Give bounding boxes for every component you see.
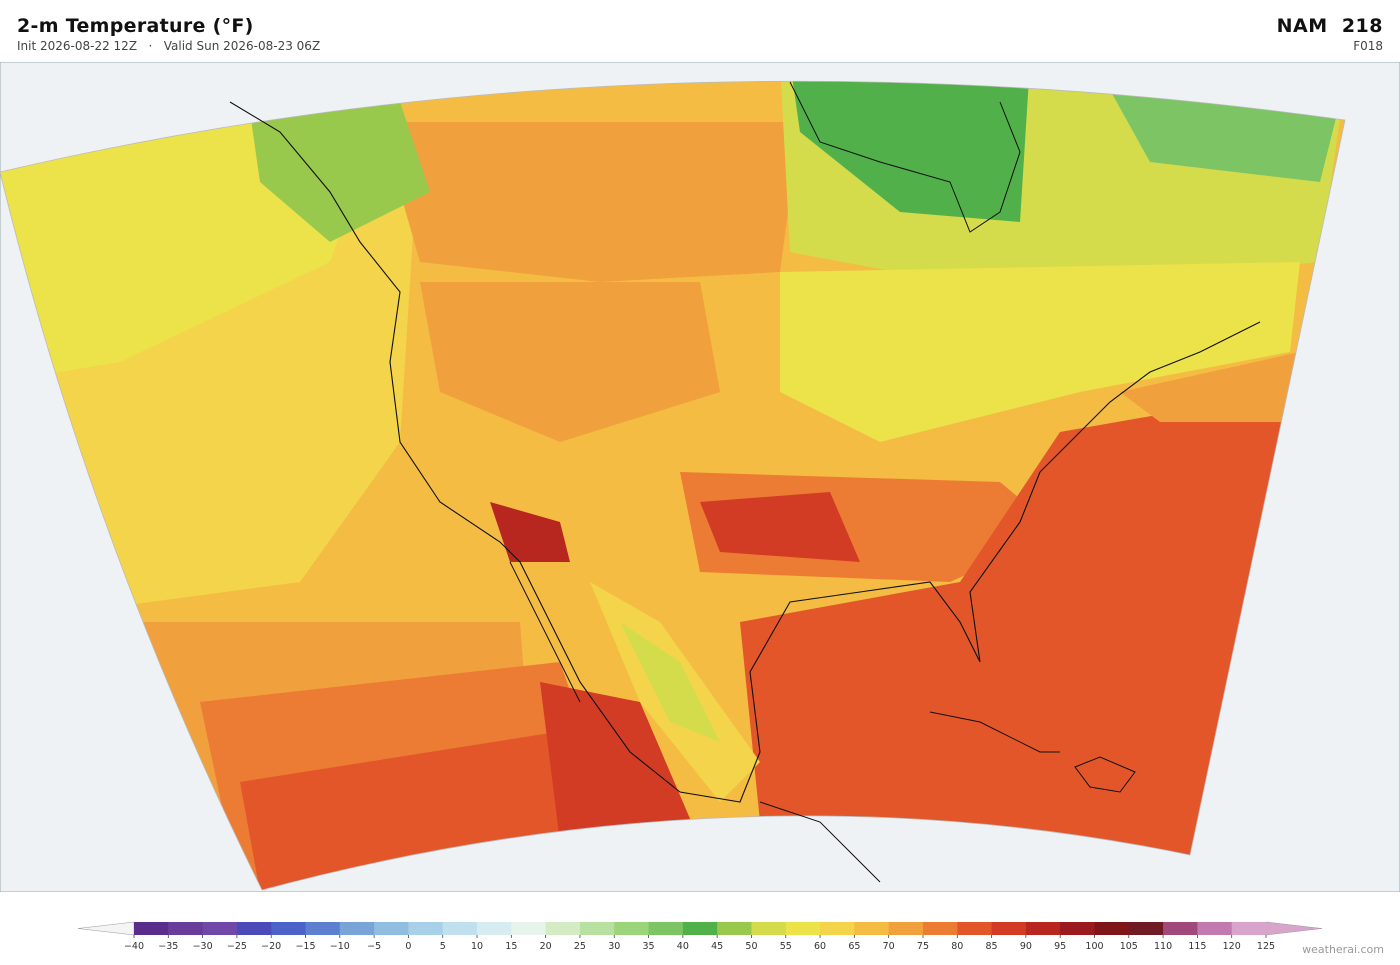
colorbar-tick-label: 40 bbox=[677, 941, 689, 952]
credit: weatherai.com bbox=[1302, 943, 1384, 956]
colorbar-bin bbox=[717, 922, 752, 935]
colorbar-bin bbox=[648, 922, 684, 935]
subtitle: Init 2026-08-22 12Z · Valid Sun 2026-08-… bbox=[17, 39, 321, 53]
colorbar-bin bbox=[442, 922, 478, 935]
map bbox=[0, 62, 1400, 892]
colorbar-tick-label: 115 bbox=[1188, 941, 1206, 952]
colorbar-tick-label: 90 bbox=[1020, 941, 1032, 952]
colorbar-tick-label: 60 bbox=[814, 941, 826, 952]
colorbar-bin bbox=[477, 922, 512, 935]
colorbar-bin bbox=[202, 922, 238, 935]
colorbar-tick-label: 75 bbox=[917, 941, 929, 952]
colorbar-tick-label: 30 bbox=[608, 941, 620, 952]
colorbar-tick-label: −40 bbox=[124, 941, 144, 952]
colorbar-tick-label: −30 bbox=[193, 941, 213, 952]
colorbar-bin bbox=[614, 922, 650, 935]
colorbar-tick-label: 15 bbox=[505, 941, 517, 952]
coastline bbox=[509, 561, 581, 703]
coastline bbox=[759, 801, 881, 883]
colorbar-tick-label: −35 bbox=[158, 941, 178, 952]
colorbar-tick-label: 95 bbox=[1054, 941, 1066, 952]
colorbar-tick-label: −10 bbox=[330, 941, 350, 952]
colorbar-tick-label: −15 bbox=[295, 941, 315, 952]
colorbar-tick-label: 25 bbox=[574, 941, 586, 952]
colorbar-tick-label: 80 bbox=[951, 941, 963, 952]
colorbar-tick-label: −20 bbox=[261, 941, 281, 952]
colorbar-bin bbox=[1025, 922, 1061, 935]
colorbar-bin bbox=[888, 922, 924, 935]
colorbar-tick-label: 5 bbox=[440, 941, 446, 952]
colorbar-bin bbox=[408, 922, 444, 935]
colorbar-tick-label: 120 bbox=[1223, 941, 1241, 952]
colorbar-under bbox=[77, 921, 135, 936]
colorbar-bin bbox=[236, 922, 272, 935]
colorbar-bin bbox=[134, 922, 169, 935]
colorbar-bin bbox=[339, 922, 375, 935]
colorbar-bin bbox=[854, 922, 890, 935]
colorbar-tick-label: 10 bbox=[471, 941, 483, 952]
colorbar-bin bbox=[682, 922, 718, 935]
coastline bbox=[1074, 756, 1136, 793]
colorbar-tick-label: 45 bbox=[711, 941, 723, 952]
colorbar-bin bbox=[922, 922, 958, 935]
colorbar-tick-label: 85 bbox=[986, 941, 998, 952]
colorbar-bin bbox=[545, 922, 581, 935]
domain-outline bbox=[0, 80, 1346, 891]
colorbar-bin bbox=[1128, 922, 1164, 935]
colorbar-bin bbox=[305, 922, 341, 935]
forecast-hour: F018 bbox=[1353, 39, 1383, 53]
colorbar-bin bbox=[820, 922, 855, 935]
colorbar-bin bbox=[1197, 922, 1233, 935]
colorbar-bin bbox=[1060, 922, 1095, 935]
colorbar-tick-label: 50 bbox=[745, 941, 757, 952]
colorbar-bin bbox=[511, 922, 547, 935]
model-name: NAM 218 bbox=[1276, 15, 1383, 37]
colorbar-bin bbox=[957, 922, 993, 935]
colorbar-bin bbox=[1094, 922, 1130, 935]
colorbar: −40 −35 −30 −25 −20 −15 −10 −5 0 5 10 15 20 25 30 35 40 4… bbox=[77, 921, 1323, 952]
colorbar-bin bbox=[1231, 922, 1267, 935]
colorbar-tick-label: −25 bbox=[227, 941, 247, 952]
coastline bbox=[789, 81, 1021, 233]
colorbar-bin bbox=[1163, 922, 1198, 935]
colorbar-bin bbox=[751, 922, 787, 935]
colorbar-tick-label: 100 bbox=[1085, 941, 1103, 952]
colorbar-bin bbox=[271, 922, 307, 935]
colorbar-tick-label: −5 bbox=[367, 941, 381, 952]
colorbar-tick-label: 110 bbox=[1154, 941, 1172, 952]
colorbar-tick-label: 70 bbox=[883, 941, 895, 952]
colorbar-over bbox=[1265, 921, 1323, 936]
colorbar-bin bbox=[991, 922, 1027, 935]
colorbar-tick-label: 105 bbox=[1120, 941, 1138, 952]
colorbar-bin bbox=[374, 922, 409, 935]
colorbar-tick-label: 125 bbox=[1257, 941, 1275, 952]
colorbar-tick-label: 35 bbox=[642, 941, 654, 952]
coastline bbox=[929, 711, 1060, 753]
temperature-field bbox=[0, 81, 1345, 891]
title: 2-m Temperature (°F) bbox=[17, 15, 254, 37]
colorbar-tick-label: 55 bbox=[780, 941, 792, 952]
colorbar-tick-label: 20 bbox=[540, 941, 552, 952]
colorbar-bin bbox=[168, 922, 204, 935]
colorbar-bin bbox=[579, 922, 615, 935]
colorbar-tick-label: 65 bbox=[848, 941, 860, 952]
coastline bbox=[229, 101, 1261, 803]
colorbar-tick-label: 0 bbox=[405, 941, 411, 952]
colorbar-bin bbox=[785, 922, 821, 935]
